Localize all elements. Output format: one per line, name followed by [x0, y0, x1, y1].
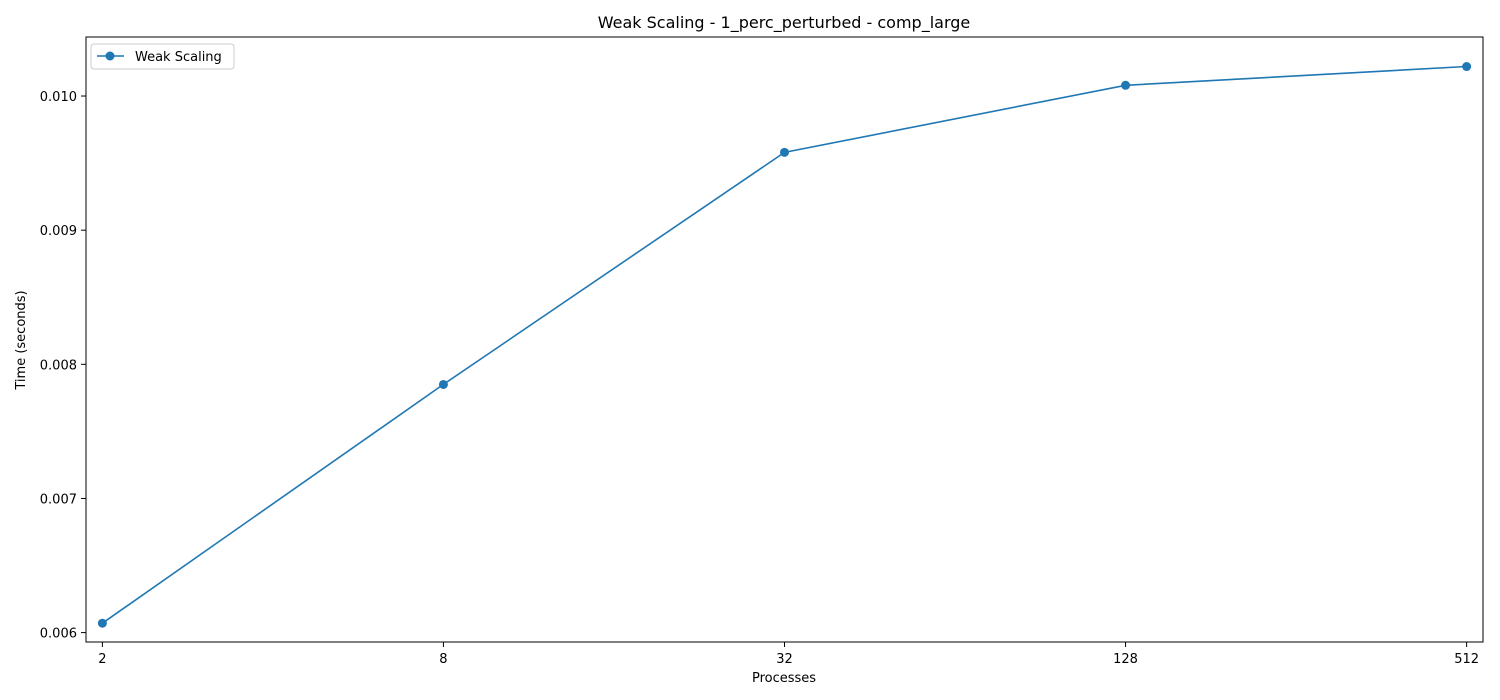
y-tick-label: 0.010 [40, 90, 77, 105]
data-point [97, 618, 107, 628]
y-tick-label: 0.007 [40, 492, 77, 507]
data-point [438, 379, 448, 389]
chart-title: Weak Scaling - 1_perc_perturbed - comp_l… [598, 13, 971, 33]
legend-box [90, 43, 235, 70]
x-tick-label: 2 [98, 652, 106, 667]
series-layer [97, 62, 1472, 628]
data-point [1121, 80, 1131, 90]
y-axis: 0.006 0.007 0.008 0.009 0.010 [40, 90, 86, 642]
y-tick-label: 0.009 [40, 224, 77, 239]
x-axis: 2 8 32 128 512 [98, 642, 1479, 667]
x-tick-label: 512 [1454, 652, 1479, 667]
x-tick-label: 128 [1113, 652, 1138, 667]
y-tick-label: 0.008 [40, 358, 77, 373]
data-point [780, 147, 789, 157]
data-point [1462, 62, 1472, 72]
y-axis-title: Time (seconds) [14, 290, 29, 390]
y-tick-label: 0.006 [40, 627, 77, 642]
legend: Weak Scaling [90, 43, 235, 70]
x-axis-title: Processes [752, 671, 816, 686]
x-tick-label: 8 [439, 652, 447, 667]
x-tick-label: 32 [776, 652, 793, 667]
legend-label: Weak Scaling [135, 50, 222, 65]
legend-marker [105, 51, 115, 61]
